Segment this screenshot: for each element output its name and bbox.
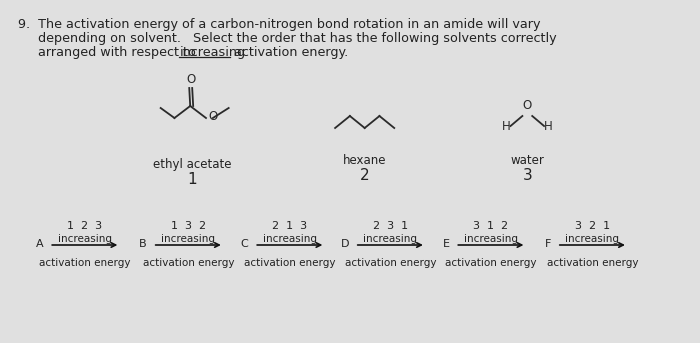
Text: O: O (523, 99, 532, 112)
Text: ethyl acetate: ethyl acetate (153, 158, 232, 171)
Text: 1: 1 (188, 172, 197, 187)
Text: A: A (36, 239, 43, 249)
Text: increasing: increasing (179, 46, 246, 59)
Text: 2  1  3: 2 1 3 (272, 221, 307, 231)
Text: 1  2  3: 1 2 3 (67, 221, 102, 231)
Text: 3: 3 (522, 168, 532, 183)
Text: hexane: hexane (343, 154, 386, 167)
Text: 9.  The activation energy of a carbon-nitrogen bond rotation in an amide will va: 9. The activation energy of a carbon-nit… (18, 18, 540, 31)
Text: activation energy: activation energy (547, 258, 638, 268)
Text: O: O (187, 73, 196, 86)
Text: activation energy: activation energy (143, 258, 234, 268)
Text: E: E (442, 239, 449, 249)
Text: arranged with respect to: arranged with respect to (18, 46, 199, 59)
Text: depending on solvent.   Select the order that has the following solvents correct: depending on solvent. Select the order t… (18, 32, 556, 45)
Text: D: D (340, 239, 349, 249)
Text: activation energy: activation energy (244, 258, 335, 268)
Text: H: H (544, 119, 552, 132)
Text: H: H (502, 119, 511, 132)
Text: activation energy: activation energy (344, 258, 436, 268)
Text: O: O (208, 110, 217, 123)
Text: B: B (139, 239, 147, 249)
Text: 3  1  2: 3 1 2 (473, 221, 508, 231)
Text: 2: 2 (360, 168, 370, 183)
Text: increasing: increasing (566, 234, 620, 244)
Text: increasing: increasing (58, 234, 112, 244)
Text: increasing: increasing (464, 234, 518, 244)
Text: C: C (241, 239, 248, 249)
Text: 1  3  2: 1 3 2 (171, 221, 206, 231)
Text: F: F (545, 239, 551, 249)
Text: activation energy.: activation energy. (230, 46, 348, 59)
Text: activation energy: activation energy (39, 258, 130, 268)
Text: increasing: increasing (161, 234, 216, 244)
Text: activation energy: activation energy (445, 258, 537, 268)
Text: 2  3  1: 2 3 1 (372, 221, 408, 231)
Text: 3  2  1: 3 2 1 (575, 221, 610, 231)
Text: water: water (510, 154, 544, 167)
Text: increasing: increasing (262, 234, 317, 244)
Text: increasing: increasing (363, 234, 417, 244)
